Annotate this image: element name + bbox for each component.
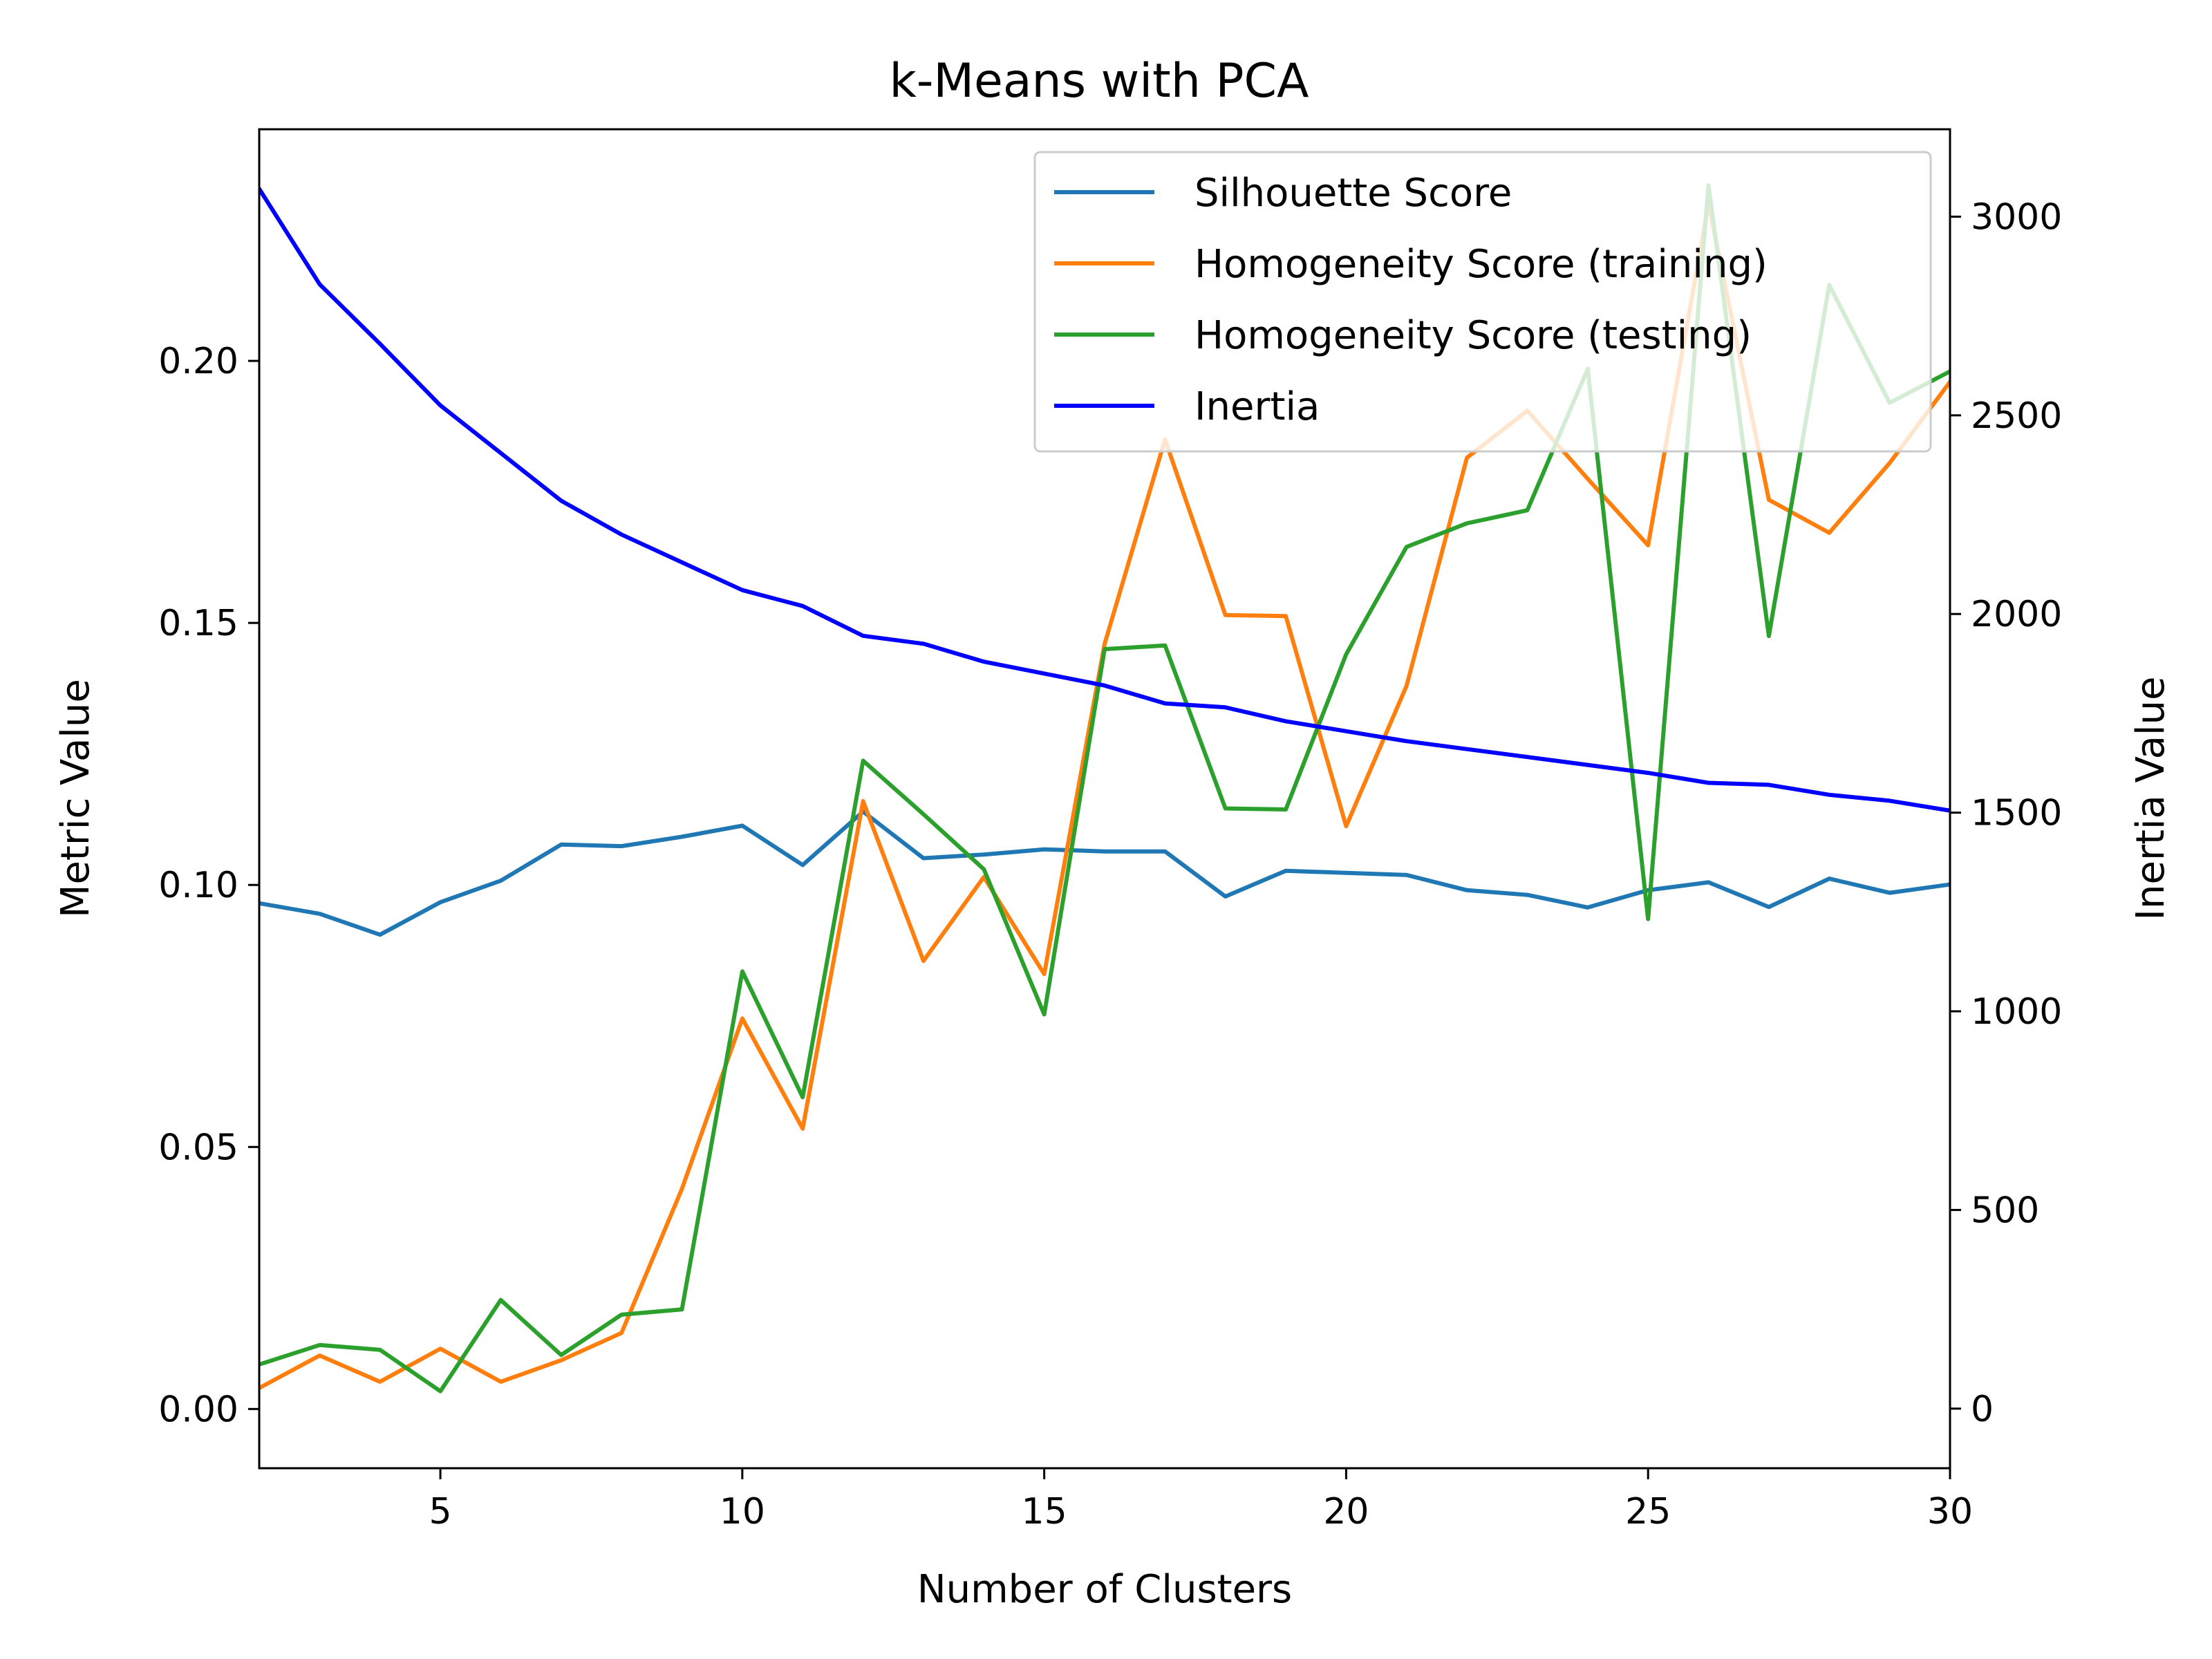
series-line-1 (259, 809, 1950, 937)
x-tick-label: 30 (1927, 1491, 1973, 1533)
legend-items: Silhouette Score Homogeneity Score (train… (1054, 171, 1768, 429)
legend-label: Silhouette Score (1194, 171, 1512, 216)
x-tick-label: 20 (1323, 1491, 1369, 1533)
chart-title: k-Means with PCA (889, 54, 1309, 109)
x-axis-label: Number of Clusters (917, 1567, 1292, 1612)
legend-box (1033, 151, 1932, 453)
y2-tick-label: 0 (1971, 1389, 1994, 1430)
legend: Silhouette Score Homogeneity Score (train… (1033, 151, 1932, 453)
x-axis-ticks: 5 10 15 20 25 30 (429, 1468, 1973, 1533)
x-tick-label: 5 (429, 1491, 452, 1533)
y-axis-label: Metric Value (53, 679, 98, 918)
y2-tick-label: 2000 (1971, 594, 2062, 635)
series-layer (259, 183, 1950, 1394)
y-tick-label: 0.05 (158, 1127, 238, 1168)
y-tick-label: 0.10 (158, 865, 238, 906)
series-line-4 (259, 186, 1950, 813)
y-tick-label: 0.20 (158, 341, 238, 382)
y2-tick-label: 500 (1971, 1190, 2039, 1231)
legend-label: Homogeneity Score (training) (1194, 242, 1768, 287)
y2-axis-label: Inertia Value (2128, 677, 2173, 921)
y-tick-label: 0.15 (158, 603, 238, 644)
y2-tick-label: 2500 (1971, 395, 2062, 437)
y2-tick-label: 1000 (1971, 991, 2062, 1033)
y-axis-ticks: 0.00 0.05 0.10 0.15 0.20 (158, 341, 259, 1430)
y2-tick-label: 1500 (1971, 793, 2062, 834)
x-tick-label: 25 (1625, 1491, 1671, 1533)
y2-axis-ticks: 0 500 1000 1500 2000 2500 3000 (1950, 196, 2062, 1430)
y-tick-label: 0.00 (158, 1389, 238, 1430)
legend-label: Inertia (1194, 384, 1320, 429)
plot-frame (258, 128, 1951, 1470)
x-tick-label: 15 (1022, 1491, 1067, 1533)
series-line-3 (259, 183, 1950, 1394)
x-tick-label: 10 (720, 1491, 765, 1533)
y2-tick-label: 3000 (1971, 196, 2062, 238)
legend-label: Homogeneity Score (testing) (1194, 313, 1752, 358)
